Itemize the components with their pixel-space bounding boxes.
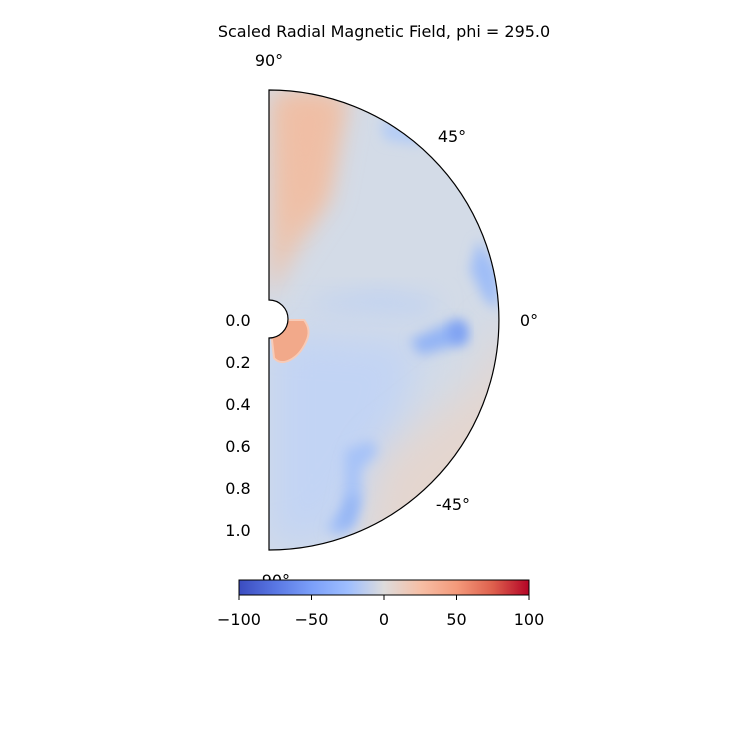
colorbar-tick-label: 50 (446, 610, 466, 629)
angle-tick-label-0: 0° (520, 311, 538, 330)
radial-tick-label-4: 0.8 (225, 479, 250, 498)
heatmap-region-southern-interior (269, 330, 420, 550)
angle-tick-label-45: 45° (438, 127, 466, 146)
radial-ticks: 0.0 0.2 0.4 0.6 0.8 1.0 (225, 311, 250, 540)
radial-tick-label-5: 1.0 (225, 521, 250, 540)
heatmap-region-southern-strand-core (338, 495, 358, 530)
heatmap-region-southern-strand (325, 440, 378, 535)
chart-title: Scaled Radial Magnetic Field, phi = 295.… (218, 22, 550, 41)
heatmap-region-mid-band (300, 290, 440, 315)
heatmap (269, 90, 499, 550)
radial-tick-label-2: 0.4 (225, 395, 250, 414)
polar-outline (268, 89, 500, 551)
angle-tick-label-90: 90° (255, 51, 283, 70)
heatmap-region-equatorial-rim (470, 240, 498, 310)
inner-hole (269, 300, 288, 338)
colorbar-tick-label: 0 (379, 610, 389, 629)
angle-tick-label-neg45: -45° (436, 495, 470, 514)
colorbar: −100 −50 0 50 100 (217, 579, 544, 629)
colorbar-ticks: −100 −50 0 50 100 (217, 595, 544, 629)
heatmap-region-polar-north-core (285, 100, 335, 230)
colorbar-gradient (238, 579, 530, 596)
heatmap-region-equatorial-core (450, 320, 466, 344)
radial-tick-label-1: 0.2 (225, 353, 250, 372)
radial-tick-label-0: 0.0 (225, 311, 250, 330)
colorbar-tick-label: −50 (295, 610, 329, 629)
colorbar-tick-label: 100 (514, 610, 545, 629)
colorbar-tick-label: −100 (217, 610, 261, 629)
radial-tick-label-3: 0.6 (225, 437, 250, 456)
